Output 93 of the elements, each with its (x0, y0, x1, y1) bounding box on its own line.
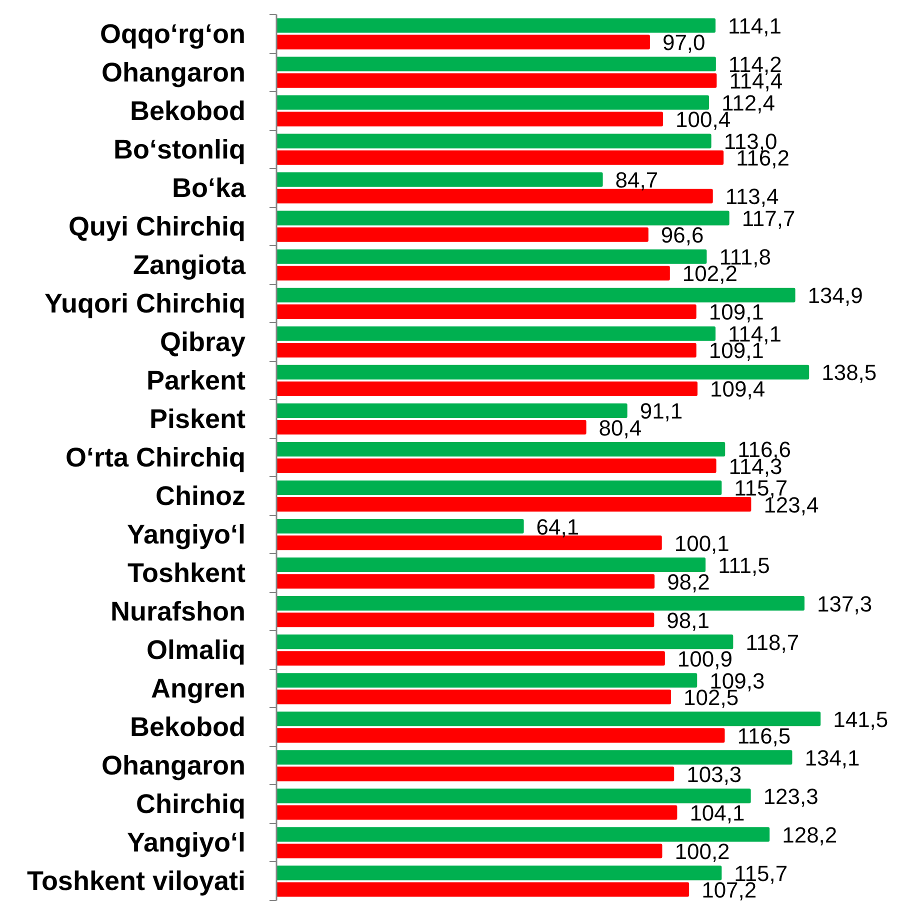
data-label: 134,9 (808, 283, 863, 308)
data-label: 103,3 (686, 762, 742, 787)
bar (276, 73, 717, 88)
bar (276, 634, 734, 650)
y-tick-label: Bo‘stonliq (114, 134, 246, 164)
bar (276, 150, 724, 165)
bar (276, 188, 713, 204)
data-label: 100,2 (674, 839, 730, 864)
bar (276, 518, 524, 534)
bar (276, 750, 792, 765)
bar (276, 304, 696, 319)
bar (276, 866, 722, 880)
y-tick-label: Ohangaron (101, 57, 246, 88)
bar (276, 56, 716, 72)
bar (276, 673, 698, 688)
bar (276, 558, 706, 572)
bar (276, 95, 710, 110)
bar (276, 536, 662, 550)
bar (276, 728, 725, 743)
data-label: 116,5 (737, 723, 791, 748)
bar (276, 134, 712, 148)
bar (276, 827, 770, 842)
bar (276, 266, 670, 280)
y-tick-label: Zangiota (133, 250, 246, 280)
bar (276, 420, 586, 435)
bar (276, 690, 672, 704)
y-tick-label: Nurafshon (110, 596, 246, 627)
data-label: 98,1 (666, 608, 710, 633)
data-label: 141,5 (833, 706, 888, 732)
y-tick-label: Yangiyo‘l (126, 520, 246, 550)
bar (276, 18, 716, 33)
bar (276, 249, 707, 264)
y-tick-label: Yuqori Chirchiq (44, 288, 246, 318)
data-label: 134,1 (804, 745, 860, 770)
bar (276, 172, 603, 187)
bar (276, 788, 751, 804)
bar (276, 403, 628, 418)
bar (276, 480, 722, 496)
y-tick-label: Chirchiq (136, 789, 246, 820)
y-tick-label: O‘rta Chirchiq (65, 442, 246, 472)
data-label: 80,4 (598, 415, 642, 440)
data-label: 109,4 (710, 376, 766, 402)
bar (276, 288, 796, 302)
y-tick-label: Angren (151, 674, 246, 704)
bar (276, 210, 730, 226)
bar (276, 342, 696, 358)
data-label: 104,1 (690, 800, 745, 826)
data-label: 84,7 (615, 168, 658, 193)
data-label: 123,3 (763, 784, 818, 809)
bar (276, 596, 805, 611)
bar (276, 612, 654, 628)
y-tick-label: Bo‘ka (172, 172, 246, 203)
y-tick-label: Ohangaron (101, 750, 246, 781)
y-tick-label: Yangiyo‘l (126, 828, 246, 858)
bar (276, 844, 662, 858)
bar (276, 227, 648, 242)
bar (276, 497, 752, 512)
bar (276, 651, 665, 666)
data-label: 109,1 (708, 300, 764, 325)
data-label: 64,1 (536, 514, 580, 540)
bar (276, 882, 690, 897)
data-label: 91,1 (640, 398, 683, 424)
bar (276, 364, 810, 380)
bar (276, 458, 716, 474)
data-label: 137,3 (817, 591, 872, 616)
y-tick-label: Bekobod (130, 96, 246, 126)
bar (276, 326, 716, 341)
bar (276, 766, 674, 782)
bar (276, 712, 821, 726)
bar (276, 112, 664, 126)
bar (276, 34, 650, 50)
y-tick-label: Quyi Chirchiq (68, 211, 246, 242)
y-tick-label: Olmaliq (146, 635, 246, 666)
y-tick-label: Parkent (146, 365, 246, 396)
bar (276, 574, 655, 589)
data-label: 118,7 (746, 630, 800, 655)
bar (276, 805, 678, 820)
data-label: 138,5 (822, 360, 877, 386)
data-label: 114,1 (728, 13, 782, 38)
data-label: 97,0 (662, 30, 706, 56)
y-tick-label: Piskent (149, 404, 246, 434)
bar (276, 442, 726, 456)
y-tick-label: Oqqo‘rg‘on (100, 18, 246, 49)
y-tick-label: Bekobod (130, 712, 246, 742)
y-tick-label: Toshkent (127, 558, 246, 588)
data-label: 100,9 (677, 646, 732, 672)
bar (276, 381, 698, 396)
y-tick-label: Chinoz (156, 481, 246, 512)
y-tick-label: Toshkent viloyati (26, 866, 246, 896)
data-label: 98,2 (667, 569, 710, 594)
y-tick-label: Qibray (160, 326, 246, 357)
data-label: 96,6 (660, 222, 704, 248)
data-label: 128,2 (782, 822, 838, 848)
